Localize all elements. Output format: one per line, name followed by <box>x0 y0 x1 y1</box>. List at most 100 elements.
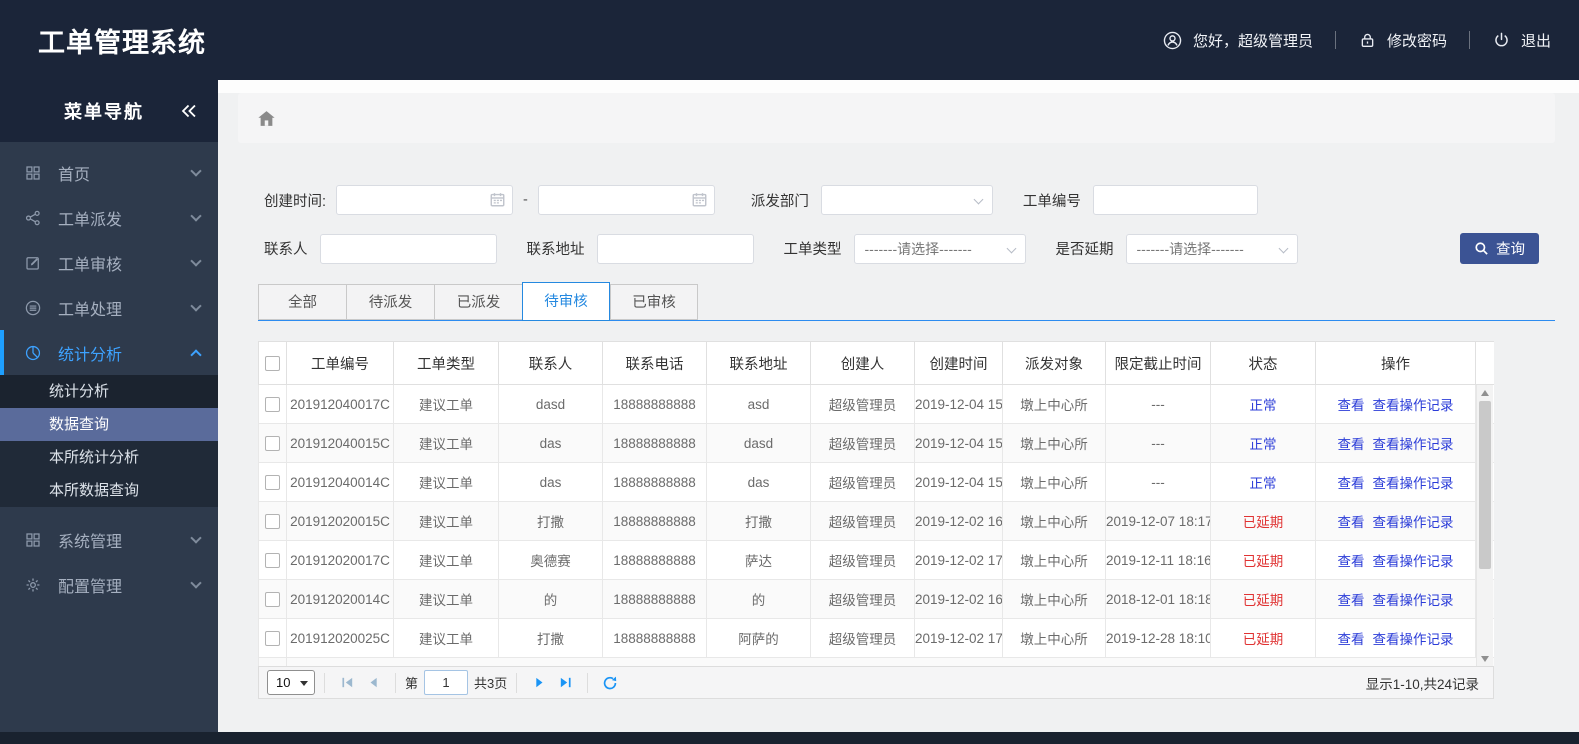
tab-reviewed[interactable]: 已审核 <box>610 284 698 320</box>
double-chevron-left-icon[interactable] <box>178 100 200 122</box>
page-size-value: 10 <box>276 675 291 690</box>
cell-contact: 的 <box>498 579 603 619</box>
view-log-link[interactable]: 查看操作记录 <box>1372 515 1454 530</box>
user-greeting[interactable]: 您好，超级管理员 <box>1162 30 1313 51</box>
page-number-input[interactable] <box>424 670 469 695</box>
tab-dispatched[interactable]: 已派发 <box>434 284 522 320</box>
first-page-icon[interactable] <box>337 673 357 693</box>
sidebar-item-statistics[interactable]: 统计分析 <box>0 330 218 375</box>
order-type-select[interactable]: -------请选择------- <box>853 233 1026 264</box>
table-row: 201912020017C 建议工单 奥德赛 18888888888 萨达 超级… <box>258 540 1494 580</box>
cell-order-no: 201912020017C <box>286 540 394 580</box>
col-address: 联系地址 <box>706 341 811 385</box>
cell-order-type: 建议工单 <box>393 501 499 541</box>
scroll-down-icon[interactable] <box>1477 651 1493 666</box>
row-checkbox[interactable] <box>265 474 280 490</box>
address-input[interactable] <box>596 233 754 264</box>
sidebar-item-review[interactable]: 工单审核 <box>0 240 218 285</box>
page-prefix: 第 <box>405 676 419 691</box>
row-checkbox[interactable] <box>265 435 280 451</box>
submenu-item-office-statistics[interactable]: 本所统计分析 <box>0 441 218 474</box>
view-link[interactable]: 查看 <box>1337 515 1365 530</box>
col-deadline: 限定截止时间 <box>1105 341 1211 385</box>
query-button[interactable]: 查询 <box>1460 233 1539 264</box>
tab-pending-review[interactable]: 待审核 <box>522 282 610 321</box>
prev-page-icon[interactable] <box>363 673 383 693</box>
submenu-item-statistics[interactable]: 统计分析 <box>0 375 218 408</box>
cell-order-no: 201912020015C <box>286 501 394 541</box>
home-icon[interactable] <box>256 108 277 129</box>
tab-all[interactable]: 全部 <box>258 284 346 320</box>
view-link[interactable]: 查看 <box>1337 437 1365 452</box>
cell-contact: das <box>498 423 603 463</box>
breadcrumb <box>238 93 1555 143</box>
view-link[interactable]: 查看 <box>1337 632 1365 647</box>
scroll-up-icon[interactable] <box>1477 385 1493 400</box>
view-link[interactable]: 查看 <box>1337 554 1365 569</box>
view-log-link[interactable]: 查看操作记录 <box>1372 437 1454 452</box>
view-link[interactable]: 查看 <box>1337 476 1365 491</box>
row-checkbox[interactable] <box>265 591 280 607</box>
change-password-button[interactable]: 修改密码 <box>1358 30 1447 51</box>
row-checkbox[interactable] <box>265 396 280 412</box>
sidebar-item-system[interactable]: 系统管理 <box>0 517 218 562</box>
create-time-end-input[interactable] <box>537 185 715 215</box>
row-checkbox[interactable] <box>265 630 280 646</box>
sidebar-item-dispatch[interactable]: 工单派发 <box>0 195 218 240</box>
sidebar-item-config[interactable]: 配置管理 <box>0 562 218 607</box>
delayed-select[interactable]: -------请选择------- <box>1125 233 1298 264</box>
view-log-link[interactable]: 查看操作记录 <box>1372 554 1454 569</box>
refresh-icon[interactable] <box>600 673 620 693</box>
sidebar-item-home[interactable]: 首页 <box>0 150 218 195</box>
cell-address: 阿萨的 <box>706 618 811 658</box>
view-log-link[interactable]: 查看操作记录 <box>1372 632 1454 647</box>
cell-creator: 超级管理员 <box>810 618 915 658</box>
order-no-input[interactable] <box>1092 185 1258 215</box>
view-log-link[interactable]: 查看操作记录 <box>1372 593 1454 608</box>
cell-created: 2019-12-04 15 <box>914 462 1003 502</box>
cell-order-type: 建议工单 <box>393 384 499 424</box>
app-title: 工单管理系统 <box>38 27 206 58</box>
edit-icon <box>24 254 44 272</box>
create-time-start-input[interactable] <box>336 185 514 215</box>
pagination-bar: 10 第 共3页 显示1-10,共24记录 <box>258 666 1494 699</box>
row-checkbox[interactable] <box>265 552 280 568</box>
tab-pending-dispatch[interactable]: 待派发 <box>346 284 434 320</box>
cell-deadline: 2019-12-28 18:10 <box>1105 618 1211 658</box>
top-bar: 工单管理系统 您好，超级管理员 修改密码 退出 <box>0 0 1579 80</box>
view-link[interactable]: 查看 <box>1337 398 1365 413</box>
create-time-start <box>336 185 514 215</box>
view-log-link[interactable]: 查看操作记录 <box>1372 476 1454 491</box>
last-page-icon[interactable] <box>555 673 575 693</box>
col-created: 创建时间 <box>914 341 1003 385</box>
divider <box>587 672 589 693</box>
sidebar-title: 菜单导航 <box>64 102 144 122</box>
select-all-checkbox[interactable] <box>265 355 280 371</box>
tab-bar: 全部 待派发 已派发 待审核 已审核 <box>258 282 1555 321</box>
sidebar-item-process[interactable]: 工单处理 <box>0 285 218 330</box>
contact-input[interactable] <box>319 233 497 264</box>
page-size-select[interactable]: 10 <box>267 670 315 695</box>
calendar-icon[interactable] <box>489 191 506 208</box>
actions-cell: 查看 查看操作记录 <box>1315 384 1476 424</box>
view-log-link[interactable]: 查看操作记录 <box>1372 398 1454 413</box>
view-link[interactable]: 查看 <box>1337 593 1365 608</box>
next-page-icon[interactable] <box>529 673 549 693</box>
calendar-icon[interactable] <box>691 191 708 208</box>
main-content: 创建时间: - 派发部门 <box>218 80 1579 732</box>
order-type-label: 工单类型 <box>783 242 842 258</box>
dispatch-dept-select[interactable] <box>820 185 993 215</box>
row-checkbox[interactable] <box>265 513 280 529</box>
scrollbar-thumb[interactable] <box>1479 401 1491 569</box>
actions-cell: 查看 查看操作记录 <box>1315 618 1476 658</box>
submenu-item-office-data-query[interactable]: 本所数据查询 <box>0 474 218 507</box>
sidebar-item-label: 首页 <box>58 166 91 184</box>
cell-order-no: 201912020025C <box>286 618 394 658</box>
bottom-strip <box>0 732 1579 744</box>
table-row: 201912040017C 建议工单 dasd 18888888888 asd … <box>258 384 1494 424</box>
submenu-item-data-query[interactable]: 数据查询 <box>0 408 218 441</box>
submenu-label: 数据查询 <box>49 416 110 433</box>
logout-button[interactable]: 退出 <box>1492 30 1551 51</box>
cell-order-no: 201912040015C <box>286 423 394 463</box>
cell-deadline: --- <box>1105 462 1211 502</box>
